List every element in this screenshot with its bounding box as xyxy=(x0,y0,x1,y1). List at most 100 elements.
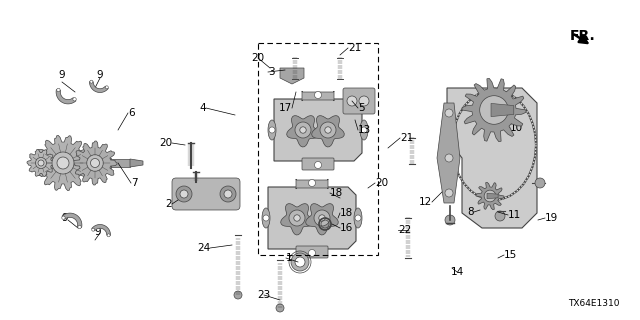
Bar xyxy=(258,43,378,255)
Polygon shape xyxy=(75,157,85,169)
Circle shape xyxy=(90,158,99,167)
Text: 20: 20 xyxy=(159,138,172,148)
Text: 3: 3 xyxy=(268,67,275,77)
Polygon shape xyxy=(447,88,537,228)
Text: 10: 10 xyxy=(510,123,523,133)
Polygon shape xyxy=(462,78,526,142)
Circle shape xyxy=(87,155,103,171)
Circle shape xyxy=(295,257,305,267)
Polygon shape xyxy=(287,116,319,147)
Text: TX64E1310: TX64E1310 xyxy=(568,299,620,308)
Circle shape xyxy=(263,215,269,221)
Text: 20: 20 xyxy=(252,53,264,63)
Ellipse shape xyxy=(268,120,276,140)
Circle shape xyxy=(289,210,305,226)
Text: 6: 6 xyxy=(128,108,134,118)
Polygon shape xyxy=(268,187,356,249)
Circle shape xyxy=(57,157,69,169)
Circle shape xyxy=(495,211,505,221)
Polygon shape xyxy=(487,193,498,199)
Text: 14: 14 xyxy=(451,267,463,277)
Text: 11: 11 xyxy=(508,210,521,220)
Text: 23: 23 xyxy=(257,290,271,300)
Polygon shape xyxy=(103,158,111,168)
Circle shape xyxy=(220,186,236,202)
Text: 18: 18 xyxy=(330,188,343,198)
Polygon shape xyxy=(56,90,76,104)
Polygon shape xyxy=(62,213,82,228)
Circle shape xyxy=(325,127,332,133)
Circle shape xyxy=(355,215,361,221)
Text: 8: 8 xyxy=(467,207,474,217)
Text: FR.: FR. xyxy=(570,29,596,43)
Text: 16: 16 xyxy=(340,223,353,233)
FancyBboxPatch shape xyxy=(343,88,375,114)
Circle shape xyxy=(180,190,188,198)
Circle shape xyxy=(300,127,306,133)
Circle shape xyxy=(361,127,367,133)
Circle shape xyxy=(535,178,545,188)
Text: 13: 13 xyxy=(358,125,371,135)
Text: 22: 22 xyxy=(398,225,412,235)
Polygon shape xyxy=(27,149,55,177)
Ellipse shape xyxy=(354,208,362,228)
Text: 7: 7 xyxy=(131,178,138,188)
Text: 15: 15 xyxy=(504,250,517,260)
Text: 9: 9 xyxy=(61,213,68,223)
Polygon shape xyxy=(312,116,344,147)
Circle shape xyxy=(347,96,357,106)
Circle shape xyxy=(445,154,453,162)
Circle shape xyxy=(269,127,275,133)
Circle shape xyxy=(294,215,300,221)
FancyBboxPatch shape xyxy=(296,246,328,258)
FancyBboxPatch shape xyxy=(172,178,240,210)
Polygon shape xyxy=(476,182,504,210)
Circle shape xyxy=(484,190,496,202)
Circle shape xyxy=(78,225,81,229)
Circle shape xyxy=(291,253,309,271)
Circle shape xyxy=(314,162,321,169)
Polygon shape xyxy=(46,155,58,171)
Text: 21: 21 xyxy=(348,43,361,53)
Circle shape xyxy=(445,109,453,117)
Polygon shape xyxy=(33,159,130,167)
Circle shape xyxy=(38,160,44,166)
Circle shape xyxy=(295,122,311,138)
Circle shape xyxy=(107,234,110,237)
Circle shape xyxy=(224,190,232,198)
Polygon shape xyxy=(130,159,143,167)
Ellipse shape xyxy=(262,208,270,228)
Polygon shape xyxy=(90,82,108,92)
FancyBboxPatch shape xyxy=(302,91,334,101)
Circle shape xyxy=(57,88,60,92)
Circle shape xyxy=(234,291,242,299)
Text: 18: 18 xyxy=(340,208,353,218)
Circle shape xyxy=(276,304,284,312)
Polygon shape xyxy=(281,204,313,235)
Circle shape xyxy=(314,210,330,226)
Text: 9: 9 xyxy=(95,227,101,237)
Polygon shape xyxy=(92,225,111,236)
Circle shape xyxy=(308,180,316,187)
Circle shape xyxy=(359,96,369,106)
Circle shape xyxy=(320,122,336,138)
Text: 2: 2 xyxy=(165,199,172,209)
Circle shape xyxy=(308,250,316,257)
Text: 9: 9 xyxy=(97,70,103,80)
Text: 1: 1 xyxy=(286,253,292,263)
Ellipse shape xyxy=(360,120,368,140)
Polygon shape xyxy=(274,99,362,161)
Text: 19: 19 xyxy=(545,213,558,223)
Circle shape xyxy=(445,215,455,225)
Polygon shape xyxy=(35,135,91,191)
Text: 4: 4 xyxy=(200,103,206,113)
Circle shape xyxy=(61,216,65,220)
Text: 12: 12 xyxy=(419,197,432,207)
Circle shape xyxy=(90,80,93,83)
Text: 21: 21 xyxy=(400,133,413,143)
Polygon shape xyxy=(491,103,514,116)
Text: 17: 17 xyxy=(279,103,292,113)
Polygon shape xyxy=(306,204,339,235)
Polygon shape xyxy=(437,103,460,203)
Circle shape xyxy=(35,157,47,169)
